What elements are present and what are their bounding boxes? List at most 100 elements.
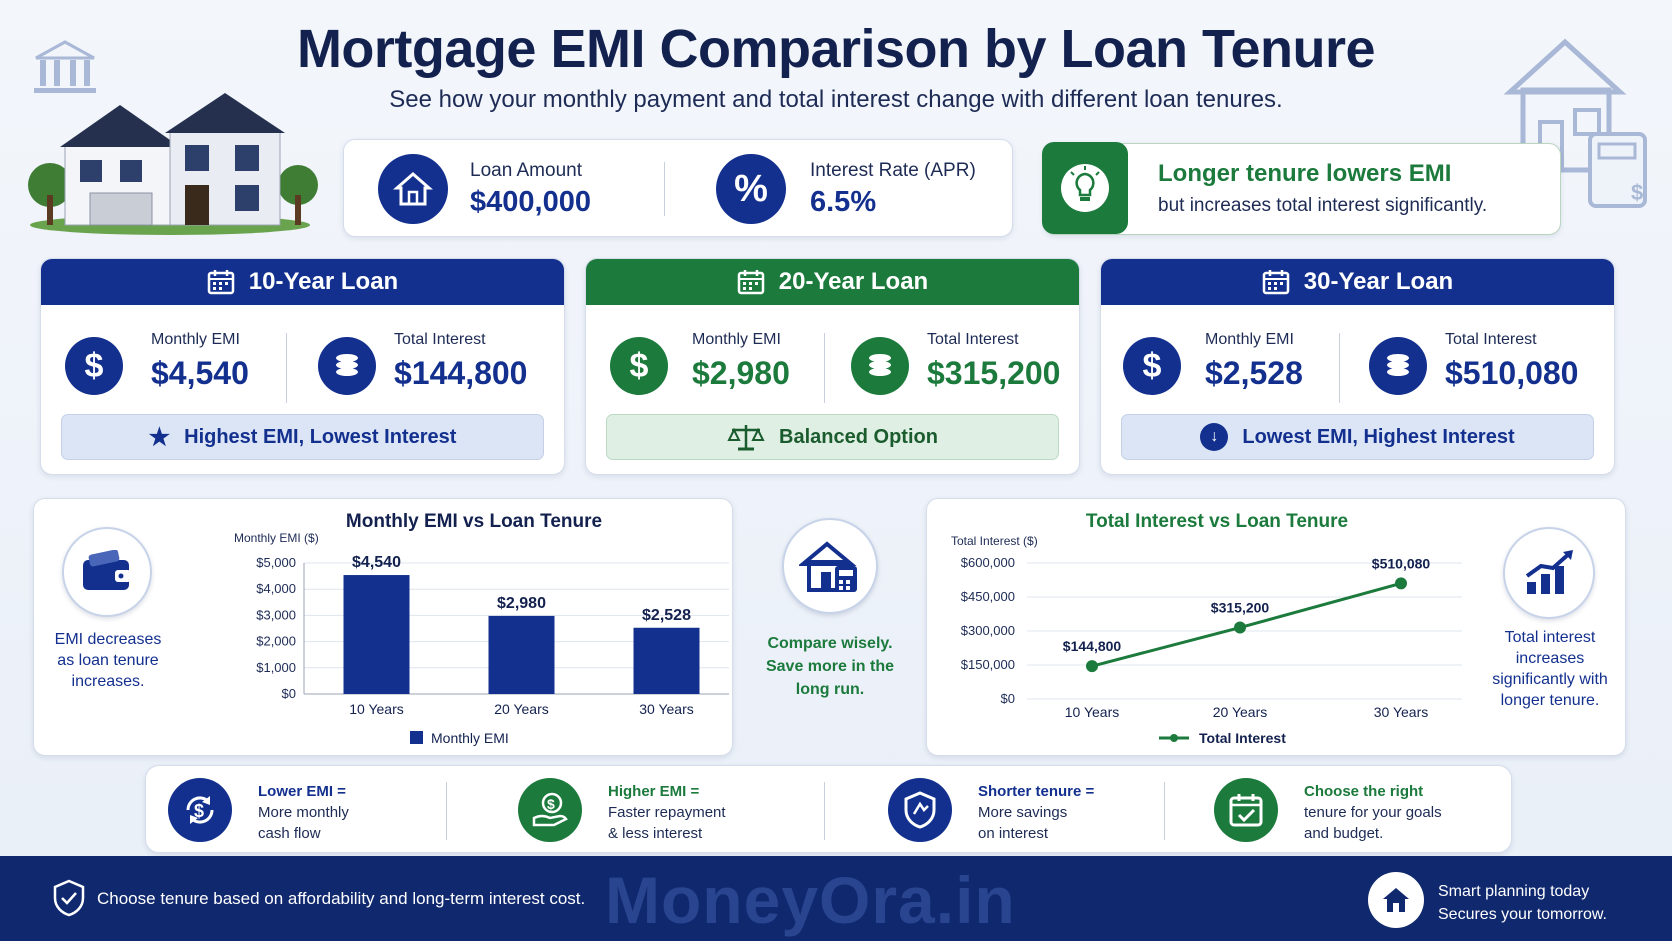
tenure-card-20yr: 20-Year Loan $ Monthly EMI $2,980 Total … [585,258,1080,475]
emi-value: $2,980 [692,355,790,391]
home-icon [378,154,448,224]
tenure-tag-label: Highest EMI, Lowest Interest [184,425,457,448]
interest-value: $315,200 [927,355,1061,391]
loan-summary-card: Loan Amount $400,000 % Interest Rate (AP… [343,139,1013,237]
coins-icon [318,337,376,395]
y-tick-label: $2,000 [256,634,296,649]
y-tick-label: $0 [1001,691,1015,706]
growth-chart-icon [1503,527,1595,619]
footer: Choose tenure based on affordability and… [0,856,1672,941]
house-calculator-icon [782,518,878,614]
data-label: $510,080 [1372,555,1431,571]
emi-bar-chart: Monthly EMI vs Loan Tenure Monthly EMI ($… [234,511,729,746]
tenure-header: 10-Year Loan [41,259,564,305]
chart-title: Total Interest vs Loan Tenure [1086,511,1348,532]
y-tick-label: $4,000 [256,581,296,596]
interest-label: Total Interest [1445,331,1537,348]
x-tick-label: 20 Years [1213,704,1268,720]
x-tick-label: 30 Years [639,701,694,717]
x-tick-label: 30 Years [1374,704,1429,720]
y-tick-label: $150,000 [961,657,1015,672]
interest-side-note: Total interest increases significantly w… [1492,629,1608,709]
tip-item-line: on interest [978,825,1049,842]
shield-icon [888,778,952,842]
tenure-title: 30-Year Loan [1303,268,1454,295]
arrow-down-icon: ↓ [1200,423,1229,451]
dollar-icon: $ [65,337,123,395]
home-icon [1368,872,1424,928]
coins-icon [851,337,909,395]
y-tick-label: $3,000 [256,607,296,622]
data-label: $2,528 [642,607,691,624]
tip-item-title: Lower EMI = [258,783,346,800]
data-label: $4,540 [352,554,401,571]
svg-text:$: $ [194,801,204,821]
center-note: Compare wisely. Save more in the long ru… [765,635,895,698]
data-point [1395,577,1407,590]
dollar-icon: $ [610,337,668,395]
tip-item-line: tenure for your goals [1304,804,1442,821]
tip-item-title: Shorter tenure = [978,783,1095,800]
tip-item: Lower EMI = More monthly cash flow [258,781,349,844]
house-illustration [28,93,318,235]
loan-amount-value: $400,000 [470,186,591,218]
tenure-card-10yr: 10-Year Loan $ Monthly EMI $4,540 Total … [40,258,565,475]
house-outline-icon: $ [1503,38,1647,208]
tenure-title: 10-Year Loan [248,268,399,295]
y-axis-label: Total Interest ($) [951,534,1038,548]
data-label: $315,200 [1211,600,1270,616]
tenure-header: 30-Year Loan [1101,259,1614,305]
svg-text:$: $ [547,796,555,812]
tip-item-line: More monthly [258,804,349,821]
tip-item-title: Choose the right [1304,783,1424,800]
interest-value: $510,080 [1445,355,1579,391]
page-subtitle: See how your monthly payment and total i… [389,86,1283,113]
interest-line-chart: Total Interest vs Loan Tenure Total Inter… [951,511,1462,746]
chart-title: Monthly EMI vs Loan Tenure [346,511,602,532]
percent-icon: % [716,154,786,224]
tenure-tag: Balanced Option [606,414,1059,460]
bank-icon [34,40,96,93]
bar [633,627,700,694]
series-line [1091,581,1402,668]
calendar-icon [737,270,765,295]
bar [343,575,410,694]
emi-side-note: EMI decreases as loan tenure increases. [54,631,162,690]
star-icon: ★ [148,423,171,451]
data-point [1234,621,1246,634]
legend-label: Monthly EMI [431,730,509,746]
tip-title: Longer tenure lowers EMI [1158,160,1452,187]
y-tick-label: $600,000 [961,555,1015,570]
footer-note: Choose tenure based on affordability and… [97,889,586,908]
bar [488,615,555,694]
lightbulb-icon [1042,142,1128,234]
y-tick-label: $5,000 [256,555,296,570]
page-title: Mortgage EMI Comparison by Loan Tenure [296,19,1376,79]
wallet-icon [62,527,152,617]
interest-rate-value: 6.5% [810,186,877,218]
calendar-check-icon [1214,778,1278,842]
x-tick-label: 10 Years [1065,704,1120,720]
tenure-tag-label: Balanced Option [779,425,938,448]
dollar-icon: $ [1123,337,1181,395]
brand-watermark: MoneyOra.in [605,863,1016,937]
emi-chart-card: EMI decreases as loan tenure increases. … [33,498,733,756]
tip-item-line: More savings [978,804,1068,821]
emi-label: Monthly EMI [1205,331,1294,348]
legend-label: Total Interest [1199,730,1286,746]
shield-check-icon [53,879,85,917]
tenure-tag-label: Lowest EMI, Highest Interest [1242,425,1515,448]
tenure-tag: ↓ Lowest EMI, Highest Interest [1121,414,1594,460]
tip-item-line: & less interest [608,825,703,842]
coins-icon [1369,337,1427,395]
tip-item: Choose the right tenure for your goals a… [1304,781,1442,844]
y-tick-label: $0 [282,686,296,701]
tip-item: Shorter tenure = More savings on interes… [978,781,1094,844]
tips-row: $ Lower EMI = More monthly cash flow $ H… [145,765,1512,853]
tip-item-line: Faster repayment [608,804,726,821]
data-label: $144,800 [1063,638,1122,654]
y-tick-label: $300,000 [961,623,1015,638]
data-point [1086,660,1098,673]
legend-marker [1170,734,1178,742]
data-label: $2,980 [497,595,546,612]
